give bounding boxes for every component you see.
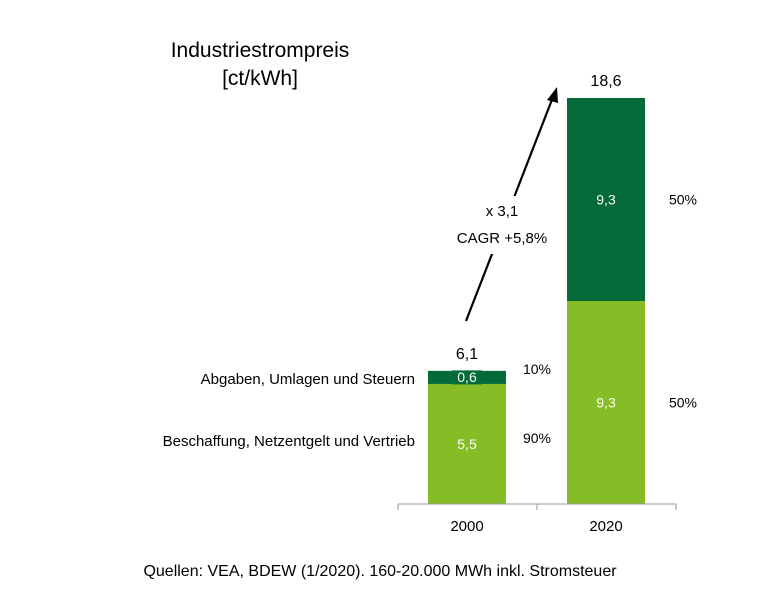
bar-total-label: 18,6 <box>590 73 621 90</box>
share-label: 50% <box>669 395 697 411</box>
share-label: 10% <box>523 361 551 377</box>
chart-title-line2: [ct/kWh] <box>222 67 298 90</box>
bar-value-label: 9,3 <box>596 395 616 411</box>
bar-total-label: 6,1 <box>456 346 478 363</box>
legend-label-abgaben: Abgaben, Umlagen und Steuern <box>201 371 415 388</box>
bar-2020-series-1 <box>567 98 645 301</box>
bar-2000-series-0 <box>428 383 506 504</box>
annotation-cagr: CAGR +5,8% <box>457 230 547 247</box>
source-note: Quellen: VEA, BDEW (1/2020). 160-20.000 … <box>143 563 617 580</box>
share-label: 50% <box>669 192 697 208</box>
bar-value-label: 9,3 <box>596 192 616 208</box>
growth-arrow-head <box>547 87 558 103</box>
x-tick-label: 2000 <box>450 518 483 535</box>
bar-2020-series-0 <box>567 301 645 504</box>
chart-title-line1: Industriestrompreis <box>171 39 350 62</box>
small-value-label-bg <box>452 370 482 385</box>
x-tick-label: 2020 <box>589 518 622 535</box>
annotation-background <box>448 196 560 254</box>
bar-value-label: 0,6 <box>457 369 477 385</box>
share-label: 90% <box>523 430 551 446</box>
bar-value-label: 5,5 <box>457 436 477 452</box>
annotation-multiplier: x 3,1 <box>486 203 519 220</box>
legend-label-beschaffung: Beschaffung, Netzentgelt und Vertrieb <box>163 433 415 450</box>
